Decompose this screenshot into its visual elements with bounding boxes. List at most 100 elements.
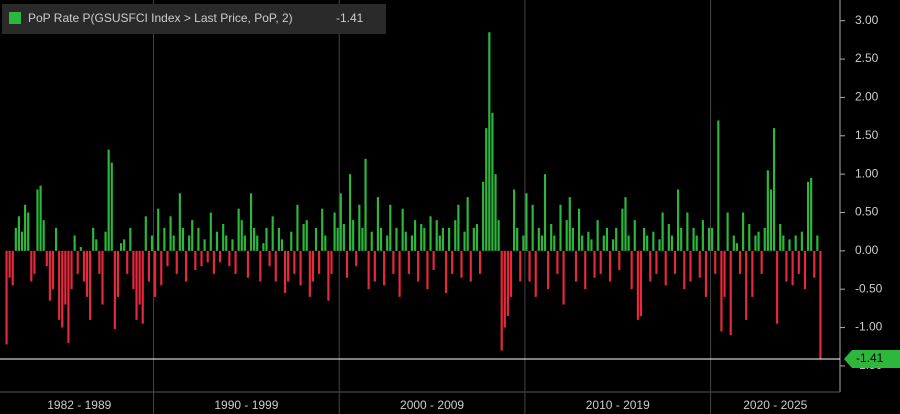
bar: [129, 227, 132, 251]
y-tick-label: 0.50: [855, 205, 879, 219]
bar: [389, 204, 392, 251]
bar: [376, 197, 379, 251]
bar: [352, 220, 355, 251]
bar: [751, 250, 754, 297]
bar: [342, 224, 345, 251]
bar: [788, 239, 791, 251]
bar: [584, 250, 587, 290]
bar: [714, 250, 717, 274]
bar: [680, 227, 683, 251]
bar: [280, 239, 284, 251]
bar: [144, 216, 147, 251]
legend-box: [2, 4, 386, 34]
bar: [686, 212, 689, 251]
bar: [797, 250, 800, 274]
bar: [135, 250, 138, 320]
bar: [256, 235, 259, 251]
bar: [308, 250, 311, 297]
bar: [54, 227, 58, 251]
bar: [729, 250, 732, 336]
bar: [98, 250, 101, 274]
bar: [324, 235, 327, 251]
bar: [420, 224, 423, 251]
bar: [760, 250, 763, 274]
bar: [525, 193, 528, 251]
bar: [113, 250, 116, 330]
bar: [225, 235, 228, 251]
bar: [249, 193, 253, 251]
bar: [215, 231, 219, 251]
bar: [429, 216, 432, 251]
bar: [253, 227, 256, 251]
x-group-label: 1982 - 1989: [47, 398, 111, 412]
bar: [92, 227, 95, 251]
bar: [457, 204, 460, 251]
bar: [73, 235, 76, 251]
bar: [14, 227, 17, 251]
bar: [593, 250, 596, 278]
bar: [401, 208, 404, 251]
bar: [95, 239, 98, 251]
bar: [621, 208, 624, 251]
bar: [810, 177, 813, 251]
bar: [742, 212, 745, 251]
bar: [726, 212, 729, 251]
bar: [154, 250, 157, 297]
bar: [194, 250, 197, 271]
bar: [119, 243, 123, 251]
bar: [364, 158, 367, 251]
bar: [299, 250, 302, 286]
bar: [336, 227, 339, 251]
bar: [717, 120, 720, 251]
bar: [615, 227, 618, 251]
y-tick-label: -0.50: [855, 281, 883, 295]
bar: [528, 250, 531, 282]
bar: [58, 250, 61, 320]
bar: [277, 227, 280, 251]
bar: [776, 250, 779, 324]
bar: [512, 189, 516, 251]
bar: [438, 235, 441, 251]
x-group-label: 2000 - 2009: [400, 398, 464, 412]
bar: [745, 250, 748, 320]
bar: [123, 239, 126, 251]
bar: [748, 224, 751, 251]
bar: [33, 250, 36, 274]
bar: [599, 250, 602, 274]
bar: [212, 250, 215, 274]
bar: [448, 227, 451, 251]
bar: [689, 250, 692, 282]
bar: [485, 128, 488, 251]
y-tick-label: 3.00: [855, 13, 879, 27]
bar: [472, 227, 475, 251]
bar: [348, 174, 352, 251]
bar: [383, 250, 386, 286]
bar: [355, 250, 358, 267]
bar: [466, 197, 469, 251]
bar: [231, 239, 234, 251]
y-tick-label: 1.50: [855, 128, 879, 142]
bar: [404, 231, 407, 251]
bar: [819, 250, 822, 360]
bar: [163, 227, 166, 251]
bar: [234, 250, 237, 274]
bar: [17, 216, 21, 251]
x-group-label: 1990 - 1999: [214, 398, 278, 412]
bar: [70, 250, 73, 290]
bar: [432, 250, 435, 271]
bar: [639, 250, 643, 317]
bar: [460, 250, 463, 278]
bar: [333, 212, 336, 251]
bar: [509, 250, 513, 297]
bar: [444, 250, 448, 294]
y-tick-label: -1.00: [855, 320, 883, 334]
bar: [318, 250, 321, 274]
bar: [290, 231, 293, 251]
bar: [769, 189, 773, 251]
bar: [766, 170, 769, 251]
bar: [652, 231, 655, 251]
bar: [692, 227, 695, 251]
bar: [36, 189, 39, 251]
